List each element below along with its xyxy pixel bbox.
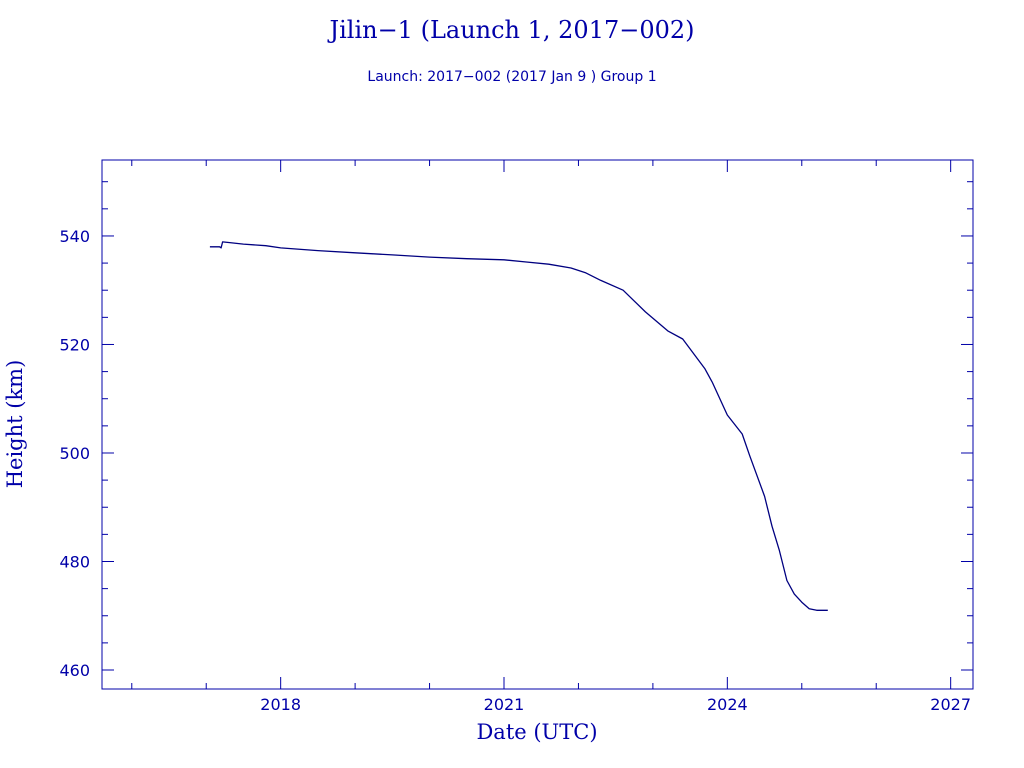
x-tick-label: 2021	[484, 695, 525, 714]
y-tick-label: 480	[59, 552, 90, 571]
chart-subtitle: Launch: 2017−002 (2017 Jan 9 ) Group 1	[367, 69, 656, 85]
x-minor-ticks	[131, 160, 877, 689]
y-tick-label: 520	[59, 335, 90, 354]
series-layer	[209, 241, 828, 611]
x-axis-label: Date (UTC)	[476, 720, 597, 744]
chart-title: Jilin−1 (Launch 1, 2017−002)	[326, 16, 694, 44]
x-major-ticks: 2018 2021 2024 2027	[260, 160, 971, 714]
y-tick-label: 460	[59, 661, 90, 680]
x-tick-label: 2027	[930, 695, 971, 714]
y-tick-label: 500	[59, 444, 90, 463]
y-tick-label: 540	[59, 227, 90, 246]
y-axis-label: Height (km)	[3, 360, 27, 489]
y-major-ticks: 460 480 500 520 540	[59, 227, 973, 680]
plot-frame	[101, 159, 974, 690]
series-line	[209, 241, 828, 611]
y-minor-ticks	[102, 181, 973, 644]
x-tick-label: 2024	[707, 695, 748, 714]
x-tick-label: 2018	[260, 695, 301, 714]
